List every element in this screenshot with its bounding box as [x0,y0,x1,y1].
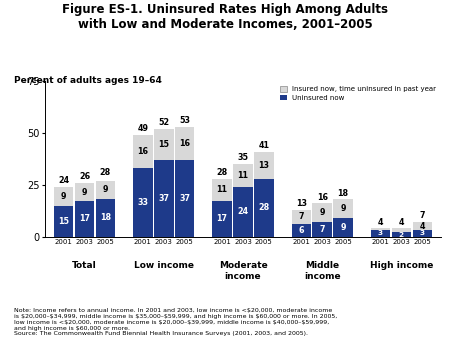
Bar [312,222,332,237]
Text: High income: High income [370,262,433,270]
Text: 17: 17 [216,215,228,223]
Text: 9: 9 [340,204,346,213]
Bar [75,201,94,237]
Text: 49: 49 [137,124,148,134]
Bar [133,135,153,168]
Text: 4: 4 [399,218,404,227]
Bar [371,231,390,237]
Text: 41: 41 [258,141,270,150]
Text: Low income: Low income [134,262,194,270]
Text: 52: 52 [158,118,169,127]
Text: 24: 24 [238,207,248,216]
Text: 53: 53 [179,116,190,125]
Text: 9: 9 [82,188,87,196]
Text: 9: 9 [340,223,346,232]
Text: Total: Total [72,262,97,270]
Text: Moderate
income: Moderate income [219,262,267,281]
Bar [175,160,194,237]
Text: 17: 17 [79,215,90,223]
Legend: Insured now, time uninsured in past year, Uninsured now: Insured now, time uninsured in past year… [278,84,437,102]
Text: 28: 28 [258,203,270,212]
Text: 28: 28 [216,168,228,177]
Bar [233,164,253,187]
Text: Percent of adults ages 19–64: Percent of adults ages 19–64 [14,76,162,85]
Bar [392,233,411,237]
Bar [333,218,353,237]
Bar [96,180,115,199]
Text: 37: 37 [179,194,190,203]
Bar [292,224,311,237]
Text: 24: 24 [58,176,69,185]
Text: 4: 4 [419,222,425,231]
Text: 26: 26 [79,172,90,181]
Bar [54,187,73,206]
Text: 9: 9 [320,208,325,217]
Text: 7: 7 [320,225,325,234]
Text: 6: 6 [298,226,304,235]
Bar [75,183,94,201]
Bar [292,210,311,224]
Text: 33: 33 [137,198,148,207]
Text: 13: 13 [258,161,270,170]
Text: 37: 37 [158,194,169,203]
Bar [154,160,174,237]
Text: 13: 13 [296,199,307,208]
Bar [392,228,411,233]
Bar [175,127,194,160]
Bar [133,168,153,237]
Text: 3: 3 [378,231,383,237]
Text: 15: 15 [58,217,69,225]
Text: 7: 7 [419,212,425,220]
Bar [413,222,432,231]
Bar [312,203,332,222]
Text: 11: 11 [216,186,228,194]
Text: Note: Income refers to annual income. In 2001 and 2003, low income is <$20,000, : Note: Income refers to annual income. In… [14,308,337,336]
Text: 9: 9 [61,192,67,201]
Bar [254,152,274,178]
Bar [212,178,232,201]
Text: 16: 16 [317,193,328,202]
Text: 7: 7 [298,212,304,221]
Bar [54,206,73,237]
Bar [254,178,274,237]
Bar [371,228,390,231]
Text: 15: 15 [158,140,169,149]
Text: 3: 3 [420,231,425,237]
Text: 9: 9 [103,186,108,194]
Text: 18: 18 [338,189,349,198]
Text: 16: 16 [179,139,190,148]
Text: 16: 16 [137,147,148,156]
Bar [333,199,353,218]
Bar [413,231,432,237]
Text: 4: 4 [378,218,383,227]
Bar [96,199,115,237]
Text: 28: 28 [100,168,111,177]
Text: 35: 35 [238,153,248,162]
Text: 2: 2 [399,232,404,238]
Bar [212,201,232,237]
Bar [154,129,174,160]
Text: Figure ES-1. Uninsured Rates High Among Adults
with Low and Moderate Incomes, 20: Figure ES-1. Uninsured Rates High Among … [62,3,388,31]
Bar [233,187,253,237]
Text: 18: 18 [100,213,111,222]
Text: 11: 11 [238,171,248,180]
Text: Middle
income: Middle income [304,262,341,281]
